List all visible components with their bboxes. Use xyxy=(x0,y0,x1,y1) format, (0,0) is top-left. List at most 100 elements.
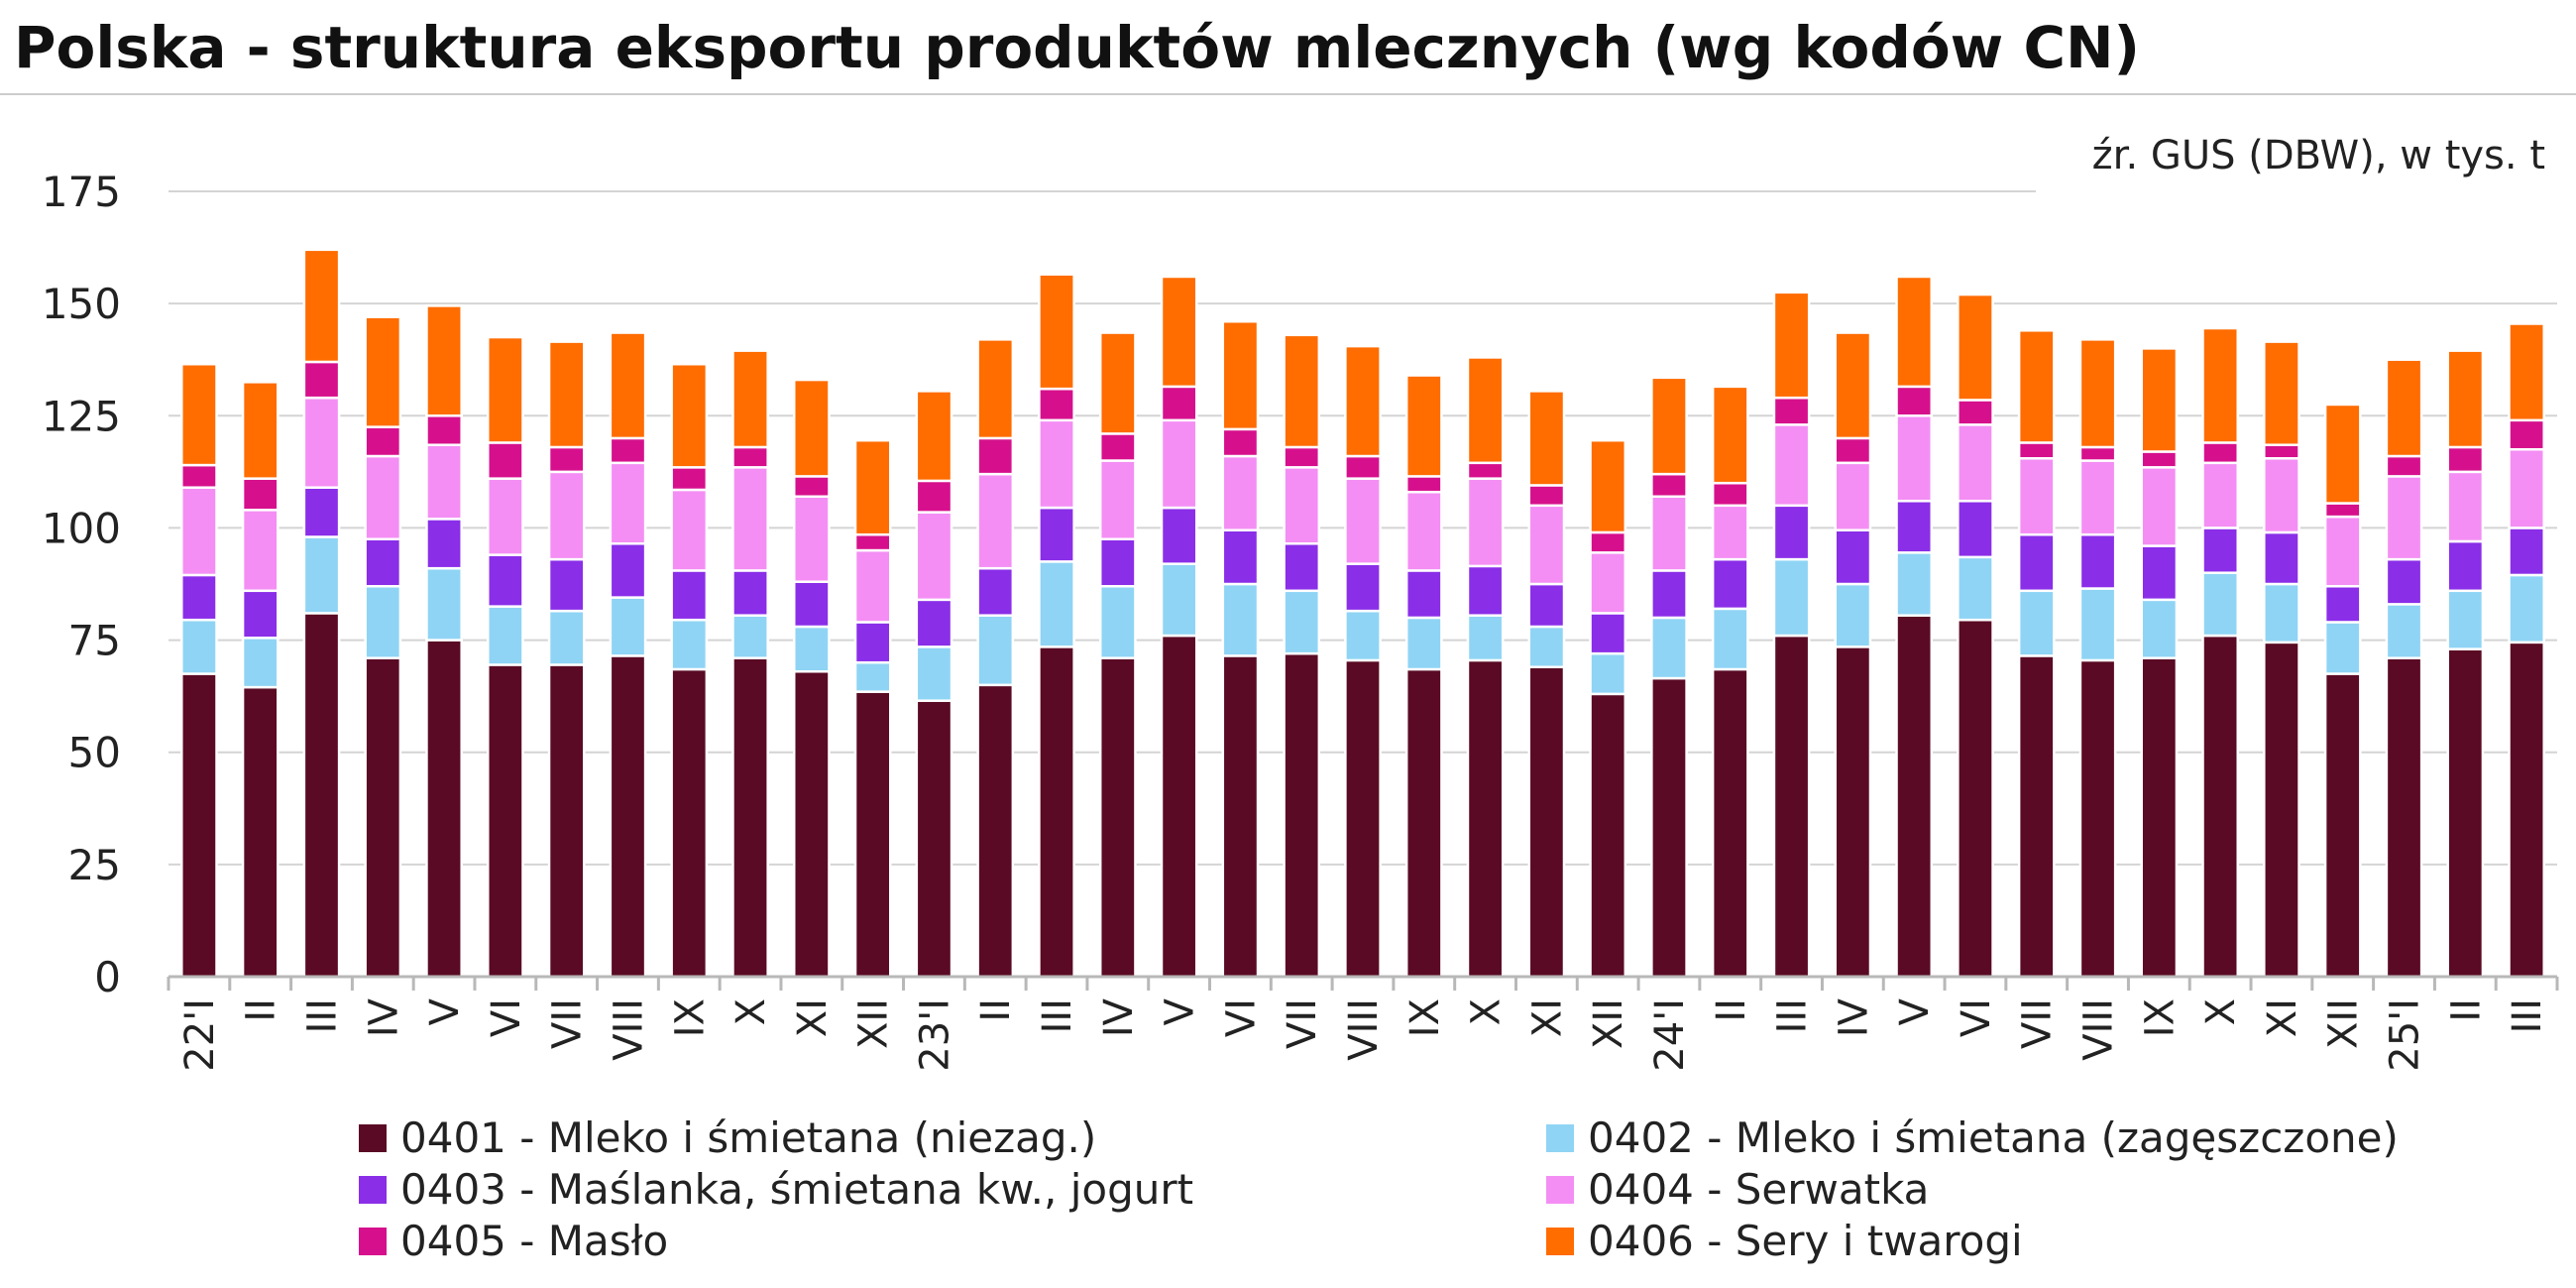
bar-segment-6 xyxy=(2446,349,2485,449)
bar-segment-6 xyxy=(1466,356,1505,465)
x-tick-label: III xyxy=(2505,998,2550,1033)
x-tick-label: XII xyxy=(1586,998,1631,1049)
x-tick-label: IV xyxy=(361,997,406,1037)
bar-segment-6 xyxy=(180,362,218,467)
legend-item: 0405 - Masło xyxy=(359,1217,668,1265)
bar-segment-5 xyxy=(302,360,341,400)
bar-segment-3 xyxy=(1957,500,1994,559)
legend-label: 0401 - Mleko i śmietana (niezag.) xyxy=(400,1113,1096,1162)
bar-segment-2 xyxy=(1098,585,1137,659)
x-tick-label: VIII xyxy=(2076,998,2122,1061)
bar-segment-4 xyxy=(2140,466,2179,547)
x-tick-label: VII xyxy=(545,998,591,1049)
bar-segment-2 xyxy=(853,660,892,693)
bar-segment-1 xyxy=(547,663,586,979)
bar-segment-5 xyxy=(853,532,892,552)
bar-segment-3 xyxy=(1711,557,1749,611)
bar-segment-6 xyxy=(731,349,769,449)
bar-segment-6 xyxy=(547,340,586,449)
bar-segment-1 xyxy=(2140,656,2179,979)
bar-segment-3 xyxy=(1772,504,1811,561)
bar-segment-4 xyxy=(1895,414,1934,503)
bar-segment-3 xyxy=(2201,527,2239,574)
bar-segment-6 xyxy=(1283,333,1321,449)
bar-segment-5 xyxy=(1957,399,1994,426)
bar-segment-5 xyxy=(731,445,769,469)
bar-segment-2 xyxy=(364,585,402,659)
bar-segment-4 xyxy=(853,548,892,624)
bar-segment-5 xyxy=(1589,530,1627,554)
bar-segment-4 xyxy=(364,454,402,540)
bar-segment-2 xyxy=(1957,555,1994,622)
bar-segment-6 xyxy=(792,378,831,478)
bar-segment-3 xyxy=(1650,569,1688,620)
x-tick-label: IX xyxy=(1402,998,1448,1037)
bar-segment-3 xyxy=(731,569,769,617)
bar-segment-6 xyxy=(2508,322,2545,422)
bar-segment-2 xyxy=(670,618,709,671)
bar-segment-5 xyxy=(1283,445,1321,469)
bar-segment-5 xyxy=(976,436,1015,476)
bar-segment-5 xyxy=(915,479,953,514)
bar-segment-1 xyxy=(1527,665,1566,979)
bar-segment-1 xyxy=(609,654,647,979)
bar-segment-3 xyxy=(1466,564,1505,617)
bar-segment-4 xyxy=(1344,477,1382,565)
bar-segment-2 xyxy=(1160,562,1198,638)
bar-segment-1 xyxy=(853,690,892,979)
bar-segment-3 xyxy=(1038,506,1075,563)
legend-label: 0402 - Mleko i śmietana (zagęszczone) xyxy=(1588,1113,2399,1162)
bar-segment-6 xyxy=(1160,275,1198,389)
x-tick-label: X xyxy=(1464,998,1510,1025)
x-tick-label: IX xyxy=(2137,998,2183,1037)
bar-segment-4 xyxy=(2201,461,2239,529)
bar-segment-2 xyxy=(1834,582,1872,648)
bar-segment-4 xyxy=(792,495,831,583)
legend-label: 0403 - Maślanka, śmietana kw., jogurt xyxy=(400,1165,1193,1214)
bar-segment-3 xyxy=(302,486,341,538)
bar-segment-3 xyxy=(1589,612,1627,655)
bar-segment-2 xyxy=(1038,560,1075,648)
source-note: źr. GUS (DBW), w tys. t xyxy=(2092,133,2545,178)
bar-segment-1 xyxy=(2446,647,2485,979)
x-tick-label: VI xyxy=(1954,998,1999,1037)
bar-segment-2 xyxy=(241,637,280,689)
x-tick-label: IX xyxy=(667,998,713,1037)
bar-segment-6 xyxy=(1404,374,1443,478)
bar-segment-4 xyxy=(2078,459,2117,536)
bar-segment-3 xyxy=(792,580,831,629)
bar-segment-5 xyxy=(1711,481,1749,508)
x-tick-label: XI xyxy=(2260,998,2305,1037)
x-tick-label: III xyxy=(1770,998,1816,1033)
bar-segment-5 xyxy=(1650,472,1688,498)
bar-segment-4 xyxy=(1098,459,1137,540)
bar-segment-2 xyxy=(1895,551,1934,617)
bar-segment-4 xyxy=(2385,475,2423,561)
bar-segment-3 xyxy=(2323,585,2362,624)
y-tick-label: 125 xyxy=(42,392,121,440)
bar-segment-3 xyxy=(2263,530,2300,586)
bar-segment-2 xyxy=(1772,557,1811,638)
bar-segment-2 xyxy=(180,618,218,675)
bar-segment-6 xyxy=(1344,344,1382,458)
bar-segment-5 xyxy=(1772,396,1811,426)
bar-segment-3 xyxy=(180,573,218,622)
bar-segment-1 xyxy=(1834,645,1872,979)
chart-title: Polska - struktura eksportu produktów ml… xyxy=(14,14,2141,81)
bar-segment-3 xyxy=(1221,528,1260,586)
bar-segment-5 xyxy=(1221,427,1260,458)
source-note-bg xyxy=(2036,124,2571,198)
bar-segment-6 xyxy=(2201,326,2239,444)
bar-segment-4 xyxy=(1038,418,1075,510)
bar-segment-5 xyxy=(425,414,463,446)
bar-segment-3 xyxy=(853,621,892,664)
bar-segment-1 xyxy=(2323,672,2362,979)
legend-item: 0402 - Mleko i śmietana (zagęszczone) xyxy=(1546,1113,2399,1162)
y-tick-label: 150 xyxy=(42,280,121,328)
bar-segment-6 xyxy=(2140,347,2179,453)
bar-segment-2 xyxy=(1283,589,1321,655)
bar-segment-3 xyxy=(915,598,953,648)
bar-segment-6 xyxy=(487,335,524,444)
bar-segment-5 xyxy=(2446,445,2485,474)
